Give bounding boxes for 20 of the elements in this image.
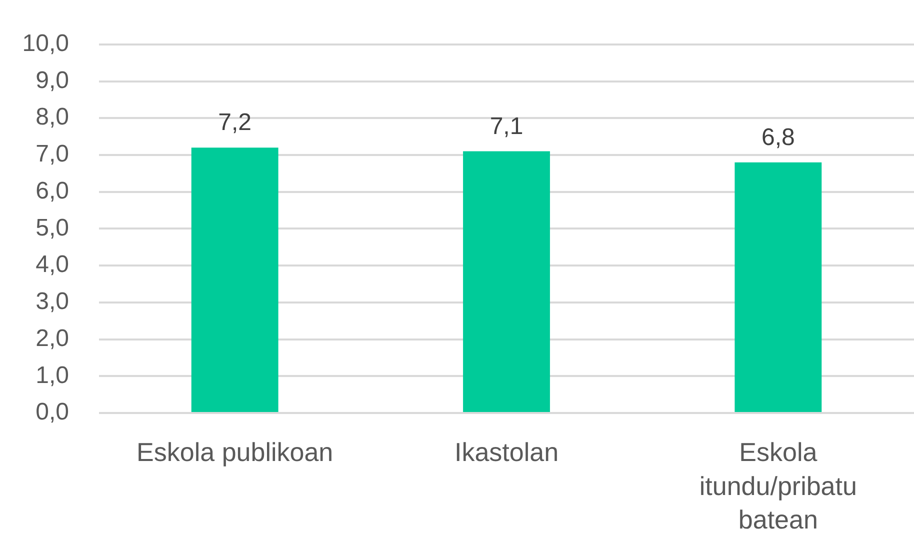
data-label: 7,2	[218, 109, 252, 136]
y-tick-label: 7,0	[36, 140, 69, 168]
y-tick-label: 0,0	[36, 398, 69, 426]
data-label: 6,8	[761, 124, 795, 151]
x-tick-label: Eskola publikoan	[136, 437, 334, 468]
y-tick-label: 9,0	[36, 66, 69, 94]
data-label: 7,1	[490, 112, 524, 140]
y-tick-label: 4,0	[36, 251, 69, 278]
y-tick-label: 3,0	[36, 288, 69, 316]
bar	[191, 148, 278, 412]
y-tick-label: 6,0	[36, 177, 69, 204]
y-tick-label: 10,0	[22, 30, 69, 58]
y-tick-label: 8,0	[36, 104, 69, 131]
x-tick-label: Ikastolan	[454, 437, 559, 468]
y-tick-label: 5,0	[36, 214, 69, 242]
bar	[734, 162, 822, 412]
x-tick-label: Eskola itundu/pribatu batean	[699, 437, 857, 535]
y-tick-label: 1,0	[36, 362, 69, 389]
y-tick-label: 2,0	[36, 324, 69, 352]
bar	[463, 151, 550, 412]
